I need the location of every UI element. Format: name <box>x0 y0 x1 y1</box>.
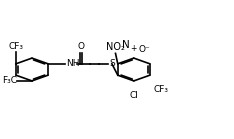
Text: O: O <box>77 42 84 51</box>
Text: CF₃: CF₃ <box>8 42 23 51</box>
Text: F₃C: F₃C <box>2 76 17 85</box>
Text: NH: NH <box>66 59 80 68</box>
Text: O⁻: O⁻ <box>138 45 150 54</box>
Text: +: + <box>130 44 137 53</box>
Text: NO₂: NO₂ <box>106 42 125 52</box>
Text: S: S <box>110 59 115 68</box>
Text: N: N <box>122 40 130 50</box>
Text: CF₃: CF₃ <box>153 85 168 94</box>
Text: Cl: Cl <box>129 91 138 100</box>
